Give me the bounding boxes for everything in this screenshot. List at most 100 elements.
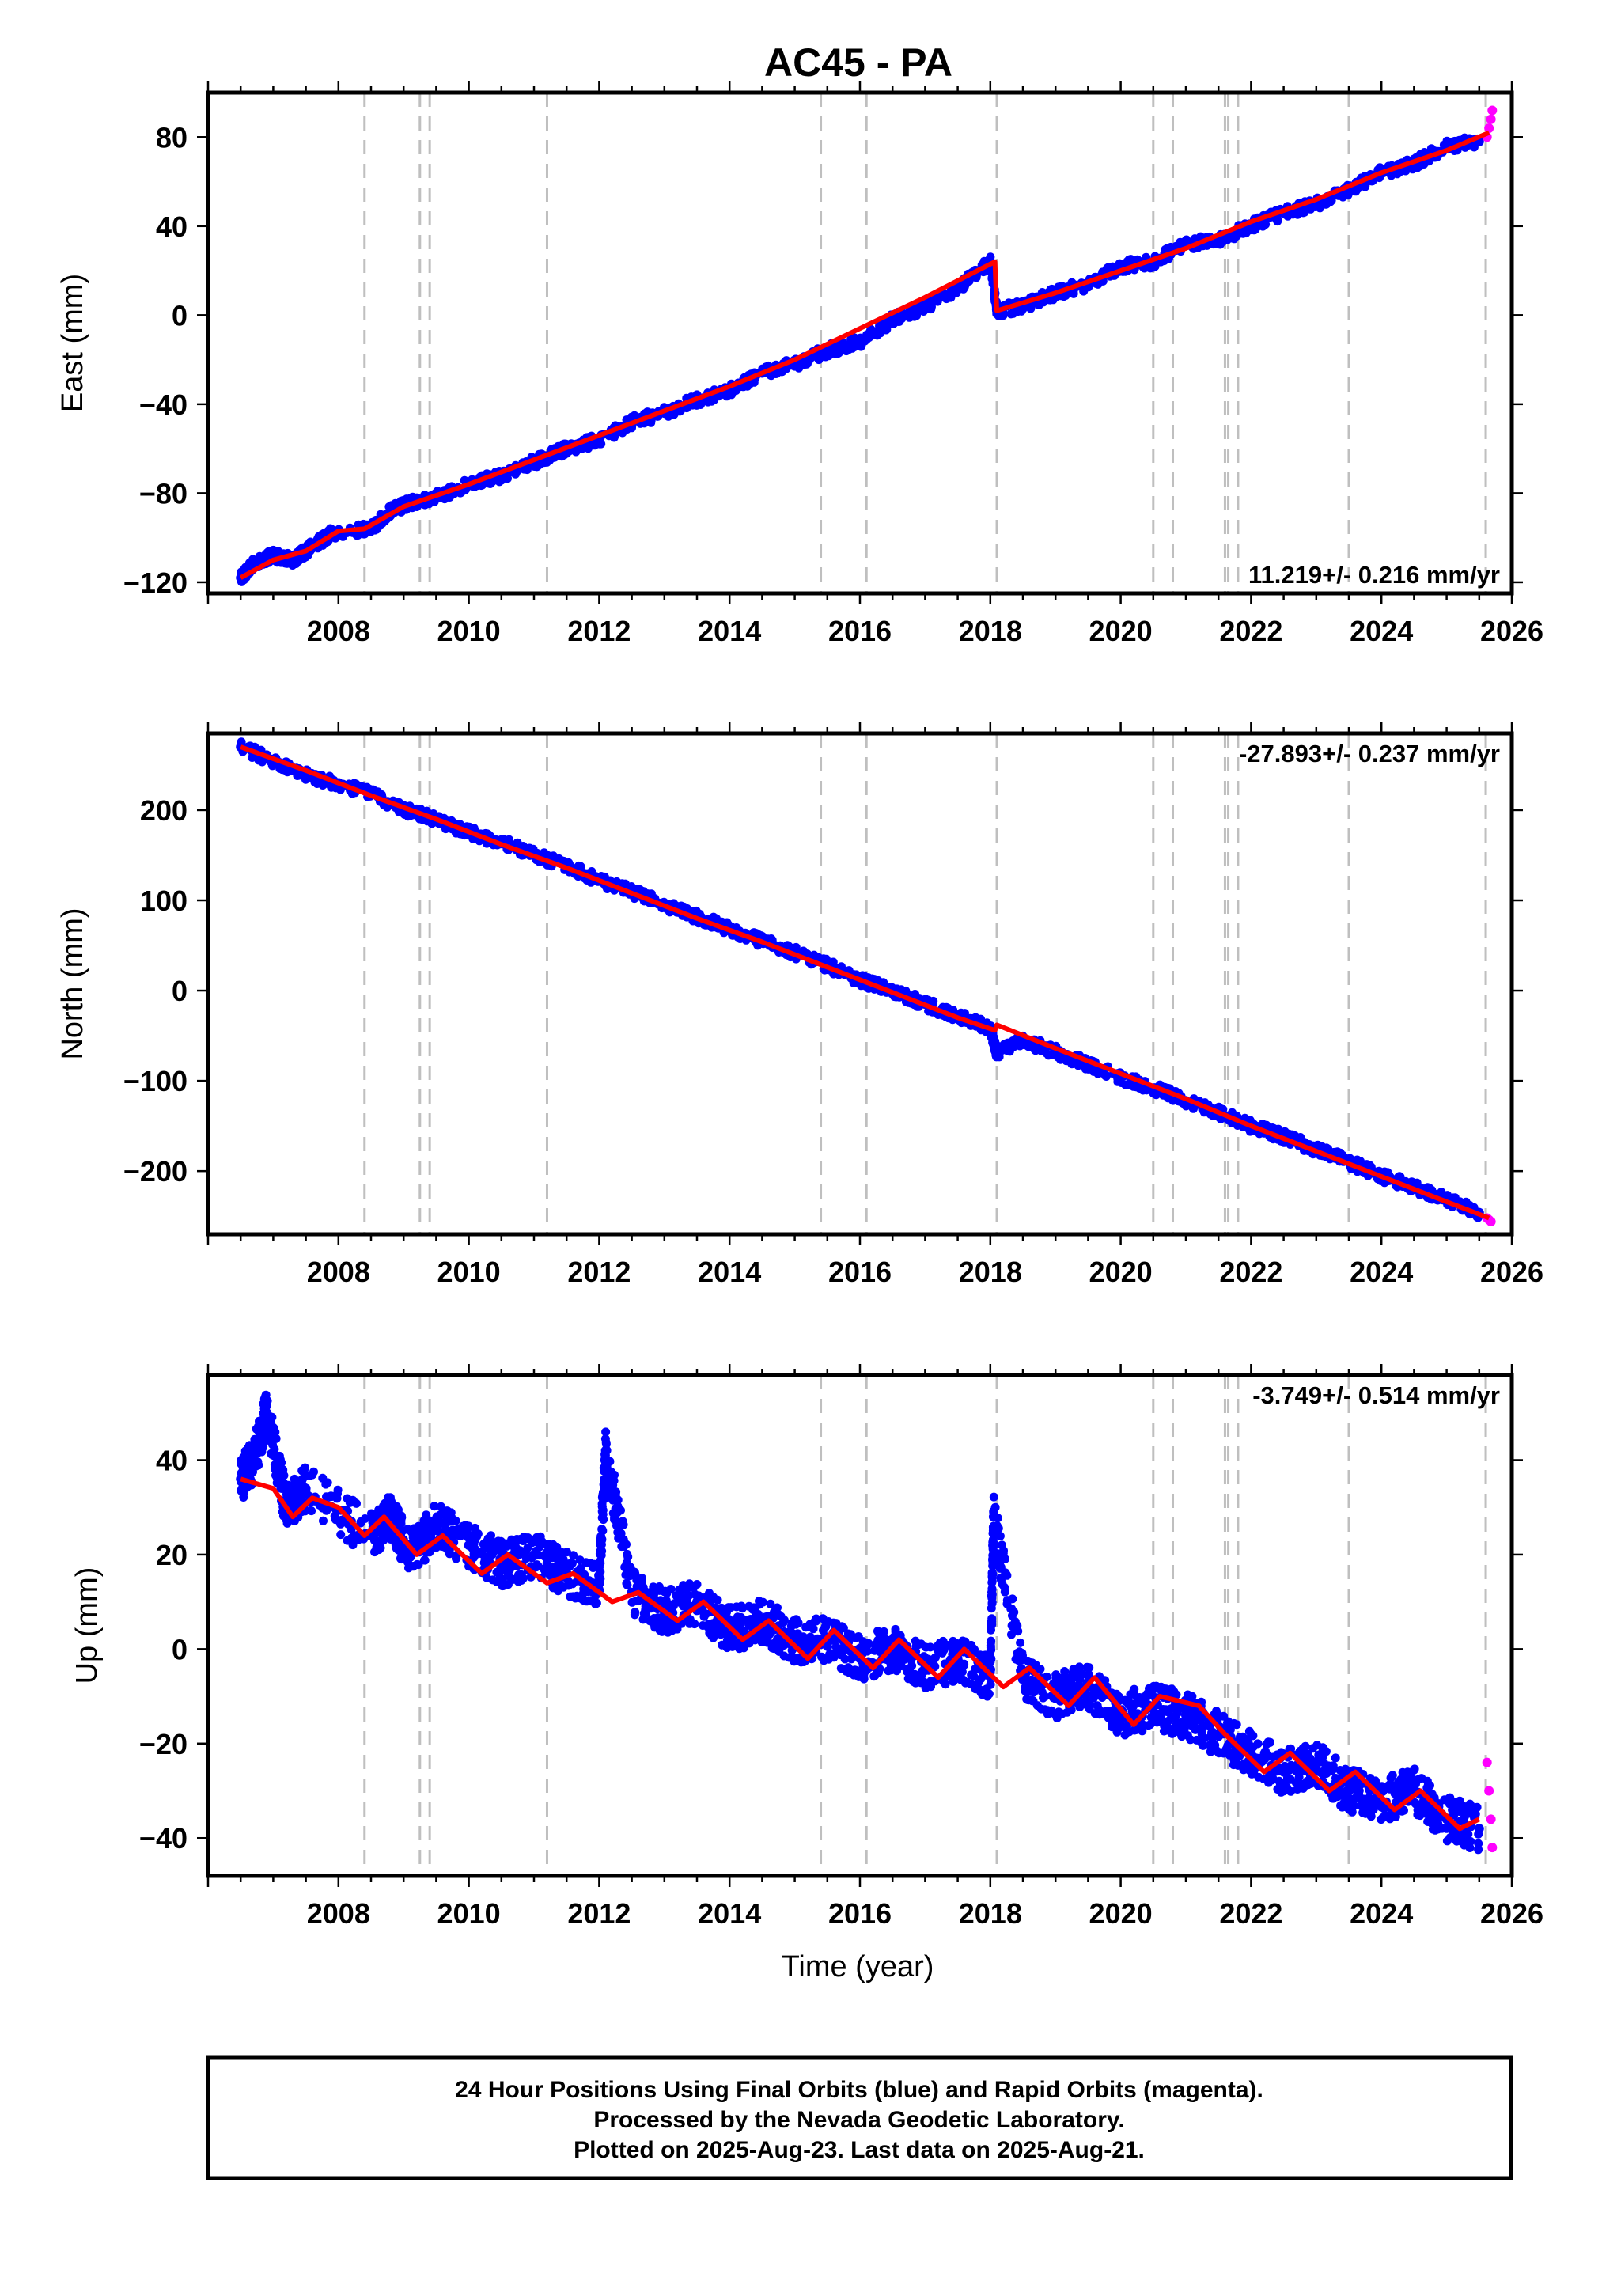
- data-point: [922, 995, 932, 1005]
- data-point: [1273, 216, 1282, 225]
- x-tick-label: 2014: [698, 1256, 761, 1288]
- data-point: [1181, 1101, 1191, 1111]
- data-point: [733, 1612, 742, 1622]
- data-point: [776, 1612, 786, 1621]
- data-point: [946, 1669, 956, 1679]
- data-point: [412, 1559, 422, 1569]
- data-point: [1335, 1148, 1345, 1157]
- data-point: [377, 1528, 385, 1537]
- data-point: [331, 1515, 340, 1525]
- data-point: [484, 1535, 494, 1544]
- data-point: [987, 1568, 997, 1578]
- rapid-point: [1487, 105, 1498, 116]
- data-point: [943, 1003, 952, 1013]
- data-point: [829, 1650, 839, 1659]
- x-tick-label: 2018: [959, 615, 1022, 647]
- data-point: [597, 1492, 607, 1502]
- x-tick-label: 2020: [1089, 615, 1153, 647]
- data-point: [758, 1597, 767, 1607]
- data-point: [369, 1510, 379, 1520]
- data-point: [922, 1654, 932, 1664]
- data-point: [1325, 196, 1335, 206]
- data-point: [575, 1555, 585, 1565]
- data-point: [746, 1615, 756, 1623]
- data-point: [336, 1530, 346, 1540]
- data-point: [1316, 201, 1325, 210]
- data-point: [737, 1601, 746, 1611]
- data-point: [396, 1520, 404, 1529]
- data-point: [487, 1550, 497, 1559]
- data-point: [268, 1440, 277, 1449]
- data-point: [672, 1622, 682, 1631]
- data-point: [276, 763, 286, 772]
- data-point: [812, 1614, 821, 1623]
- data-point: [345, 1498, 354, 1507]
- data-point: [782, 941, 792, 950]
- data-point: [995, 1561, 1005, 1570]
- data-point: [597, 1535, 607, 1544]
- data-point: [576, 862, 585, 871]
- data-point: [907, 1655, 916, 1665]
- data-point: [517, 1570, 526, 1579]
- data-point: [542, 1563, 551, 1572]
- data-point: [602, 1445, 612, 1455]
- x-tick-label: 2022: [1219, 615, 1282, 647]
- data-point: [679, 1584, 688, 1593]
- data-point: [623, 1552, 633, 1562]
- data-point: [1060, 1667, 1070, 1676]
- data-point: [946, 293, 956, 302]
- x-tick-label: 2022: [1219, 1256, 1282, 1288]
- data-point: [1422, 1183, 1432, 1192]
- data-point: [425, 1548, 434, 1557]
- data-point: [1412, 1178, 1422, 1188]
- data-point: [1396, 1173, 1405, 1183]
- data-point: [1067, 1059, 1077, 1069]
- data-point: [1042, 1672, 1051, 1681]
- data-point: [990, 1540, 999, 1549]
- plot-area: [236, 1390, 1498, 1855]
- model-line: [240, 744, 1490, 1221]
- data-point: [507, 1575, 516, 1585]
- data-point: [612, 1508, 622, 1517]
- data-point: [619, 1535, 628, 1544]
- data-point: [452, 1554, 460, 1563]
- x-tick-label: 2016: [828, 615, 892, 647]
- rapid-point: [1486, 1217, 1496, 1227]
- data-point: [436, 1510, 445, 1519]
- model-line: [239, 130, 1490, 580]
- data-point: [949, 1677, 958, 1686]
- data-point: [828, 957, 838, 967]
- data-point: [392, 1544, 401, 1553]
- data-point: [1383, 1168, 1392, 1177]
- data-point: [1124, 1080, 1133, 1089]
- data-point: [1014, 1656, 1024, 1665]
- y-tick-label: 0: [172, 975, 187, 1007]
- data-point: [612, 877, 622, 886]
- data-point: [1345, 188, 1354, 197]
- data-point: [436, 1502, 445, 1511]
- data-point: [596, 1567, 605, 1577]
- data-point: [282, 1515, 291, 1525]
- data-point: [968, 1644, 978, 1653]
- data-point: [533, 1561, 543, 1570]
- data-point: [291, 559, 301, 568]
- data-point: [797, 1638, 806, 1646]
- data-point: [278, 1466, 287, 1476]
- data-point: [406, 1552, 415, 1562]
- data-point: [348, 1540, 358, 1550]
- data-point: [926, 302, 936, 312]
- data-point: [893, 316, 903, 326]
- data-point: [791, 1615, 801, 1624]
- y-tick-label: −100: [123, 1065, 187, 1097]
- data-point: [613, 1495, 623, 1505]
- y-axis-label: East (mm): [56, 274, 89, 412]
- data-point: [696, 400, 705, 409]
- data-point: [959, 1661, 968, 1670]
- data-point: [992, 1530, 1002, 1540]
- data-point: [252, 1449, 262, 1458]
- data-point: [600, 872, 609, 881]
- data-point: [676, 901, 686, 911]
- y-tick-label: −40: [139, 388, 187, 421]
- data-point: [667, 1601, 676, 1610]
- data-point: [806, 1636, 815, 1646]
